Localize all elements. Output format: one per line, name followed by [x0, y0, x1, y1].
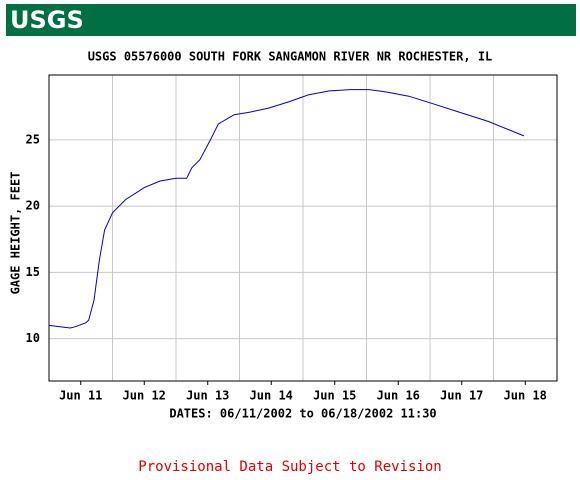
x-tick-label: Jun 11: [59, 389, 102, 403]
x-tick-label: Jun 13: [186, 389, 229, 403]
y-tick-label: 20: [26, 199, 40, 213]
x-tick-label: Jun 18: [504, 389, 547, 403]
x-tick-label: Jun 14: [250, 389, 293, 403]
x-axis-label: DATES: 06/11/2002 to 06/18/2002 11:30: [169, 407, 436, 421]
y-tick-label: 10: [26, 331, 40, 345]
plot-frame: [48, 74, 558, 382]
banner: [6, 4, 576, 36]
annotation: Provisional Data Subject to Revision: [138, 459, 441, 475]
logo: USGS: [10, 6, 84, 34]
y-axis-label: GAGE HEIGHT, FEET: [9, 172, 23, 295]
x-tick-label: Jun 17: [440, 389, 483, 403]
y-tick-label: 25: [26, 132, 40, 146]
chart-title: USGS 05576000 SOUTH FORK SANGAMON RIVER …: [88, 50, 493, 64]
x-tick-label: Jun 15: [313, 389, 356, 403]
data-line: [48, 89, 525, 329]
y-tick-label: 15: [26, 265, 40, 279]
x-tick-label: Jun 12: [123, 389, 166, 403]
x-tick-label: Jun 16: [377, 389, 420, 403]
